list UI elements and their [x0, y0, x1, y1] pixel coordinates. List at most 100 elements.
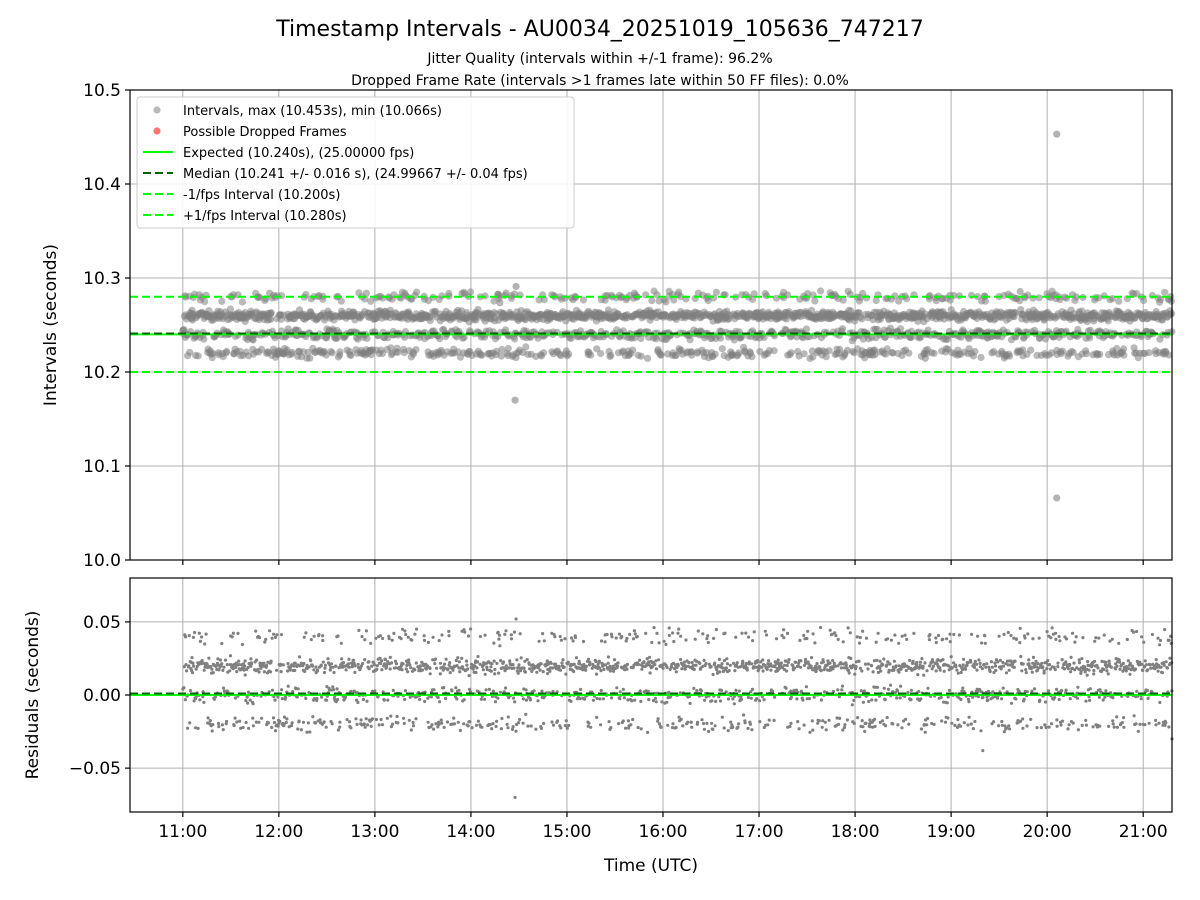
residual-point	[243, 664, 247, 668]
residual-point	[1154, 718, 1158, 723]
interval-point	[565, 350, 573, 358]
residual-point	[220, 641, 224, 646]
residual-point	[770, 689, 775, 693]
residual-point	[1143, 659, 1147, 663]
residual-point	[689, 720, 693, 724]
residual-point	[529, 724, 533, 728]
residual-point	[549, 661, 553, 665]
residual-point	[220, 662, 224, 666]
residual-point	[1002, 632, 1006, 637]
residual-point	[612, 669, 616, 673]
residual-point	[799, 659, 803, 663]
residual-point	[345, 718, 349, 722]
residual-point	[808, 730, 812, 734]
residual-point	[601, 697, 606, 701]
residual-point	[1049, 636, 1053, 640]
residual-point	[810, 719, 814, 723]
residual-point	[192, 664, 196, 668]
residual-point	[489, 669, 493, 673]
residual-point	[243, 673, 247, 677]
residual-outlier-0	[514, 617, 518, 621]
residual-point	[947, 688, 952, 693]
residual-point	[786, 631, 790, 636]
interval-point	[607, 351, 615, 359]
residual-point	[462, 698, 466, 702]
interval-point	[267, 309, 275, 317]
residual-point	[975, 662, 979, 666]
residual-point	[373, 689, 377, 693]
residual-point	[789, 721, 793, 726]
interval-point	[379, 294, 387, 302]
residual-point	[943, 720, 948, 724]
residual-point	[629, 723, 633, 727]
residual-point	[235, 720, 239, 724]
residual-point	[211, 723, 215, 727]
residual-point	[980, 641, 984, 645]
residual-point	[463, 630, 467, 634]
residual-point	[196, 726, 200, 731]
residual-point	[290, 721, 294, 725]
residual-point	[457, 660, 461, 664]
residual-point	[221, 668, 225, 673]
residual-point	[735, 661, 739, 665]
residual-point	[1080, 723, 1084, 728]
residual-point	[695, 689, 699, 693]
legend-label-2: Expected (10.240s), (25.00000 fps)	[183, 146, 414, 161]
residual-point	[438, 661, 442, 665]
residual-point	[299, 728, 303, 732]
interval-point	[800, 350, 808, 358]
residual-point	[374, 717, 378, 722]
residual-point	[1072, 661, 1076, 665]
residual-point	[288, 668, 292, 672]
residual-point	[932, 722, 936, 727]
residual-point	[841, 640, 845, 644]
residual-point	[938, 668, 942, 672]
residual-point	[559, 638, 564, 642]
residual-point	[286, 684, 290, 688]
residual-point	[646, 689, 650, 693]
residual-point	[1115, 664, 1119, 668]
interval-point	[735, 349, 743, 357]
residual-point	[698, 661, 702, 666]
residual-point	[1088, 698, 1092, 703]
interval-point	[872, 296, 880, 305]
residual-point	[374, 636, 378, 640]
residual-point	[1143, 723, 1147, 727]
residual-point	[1045, 630, 1049, 634]
residual-point	[1150, 632, 1154, 637]
interval-point	[467, 288, 475, 296]
residual-point	[296, 727, 300, 731]
intervals-x-tick-marks	[182, 560, 1144, 565]
residual-point	[909, 698, 913, 702]
residual-point	[906, 690, 910, 695]
residual-point	[517, 663, 521, 667]
residual-point	[379, 717, 383, 722]
residual-point	[858, 635, 862, 640]
residual-point	[464, 659, 469, 663]
residual-point	[357, 628, 361, 633]
residual-point	[1160, 671, 1165, 675]
residual-point	[660, 700, 664, 704]
residual-point	[723, 631, 727, 635]
residual-point	[454, 686, 458, 690]
residual-point	[707, 729, 711, 734]
residual-point	[805, 636, 809, 641]
residual-point	[973, 719, 977, 724]
interval-point	[238, 298, 246, 306]
residual-point	[588, 660, 592, 665]
residual-point	[1053, 668, 1057, 672]
interval-point	[498, 345, 506, 354]
residual-point	[956, 718, 960, 722]
residual-point	[945, 701, 949, 705]
residual-point	[983, 634, 987, 638]
residual-point	[709, 665, 713, 669]
residual-point	[538, 668, 542, 672]
residual-point	[743, 721, 747, 725]
residual-point	[892, 659, 897, 663]
residual-point	[381, 636, 385, 641]
interval-point	[657, 351, 665, 359]
residual-point	[650, 640, 654, 645]
residual-point	[1104, 660, 1108, 664]
residual-point	[540, 689, 544, 693]
residual-point	[190, 656, 194, 660]
